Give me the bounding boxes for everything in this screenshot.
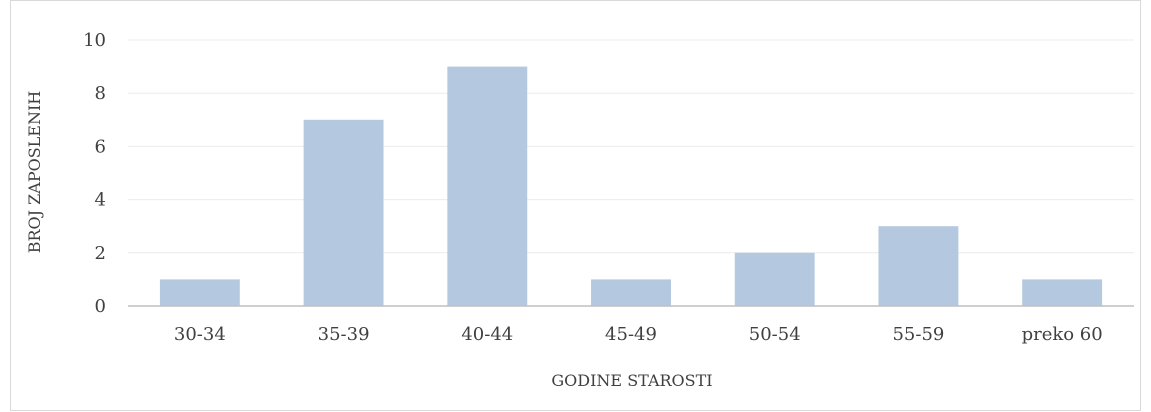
y-tick-label: 0 (95, 296, 106, 317)
x-tick-label: preko 60 (1022, 324, 1103, 345)
x-tick-label: 55-59 (892, 324, 944, 345)
x-tick-label: 45-49 (605, 324, 657, 345)
y-tick-label: 2 (95, 243, 106, 264)
bar-45-49 (591, 279, 671, 306)
y-tick-labels: 0 2 4 6 8 10 (83, 30, 106, 317)
bar-30-34 (159, 279, 240, 306)
y-tick-label: 8 (95, 83, 106, 104)
bar-50-54 (734, 252, 815, 306)
y-axis-title: BROJ ZAPOSLENIH (25, 91, 44, 254)
x-tick-label: 30-34 (174, 324, 226, 345)
chart-border (10, 0, 1141, 411)
bar-preko-60 (1022, 279, 1103, 306)
x-tick-labels: 30-34 35-39 40-44 45-49 50-54 55-59 preko 60 (174, 324, 1103, 345)
y-tick-label: 10 (83, 30, 106, 51)
bars (159, 66, 1103, 306)
bar-35-39 (303, 119, 384, 306)
bar-40-44 (447, 66, 528, 306)
x-tick-label: 40-44 (461, 324, 513, 345)
x-tick-label: 35-39 (318, 324, 370, 345)
y-tick-label: 4 (95, 190, 106, 211)
y-tick-label: 6 (95, 136, 106, 157)
x-tick-label: 50-54 (749, 324, 801, 345)
x-axis-title: GODINE STAROSTI (551, 371, 712, 390)
bar-55-59 (878, 226, 959, 306)
gridlines (128, 39, 1134, 254)
